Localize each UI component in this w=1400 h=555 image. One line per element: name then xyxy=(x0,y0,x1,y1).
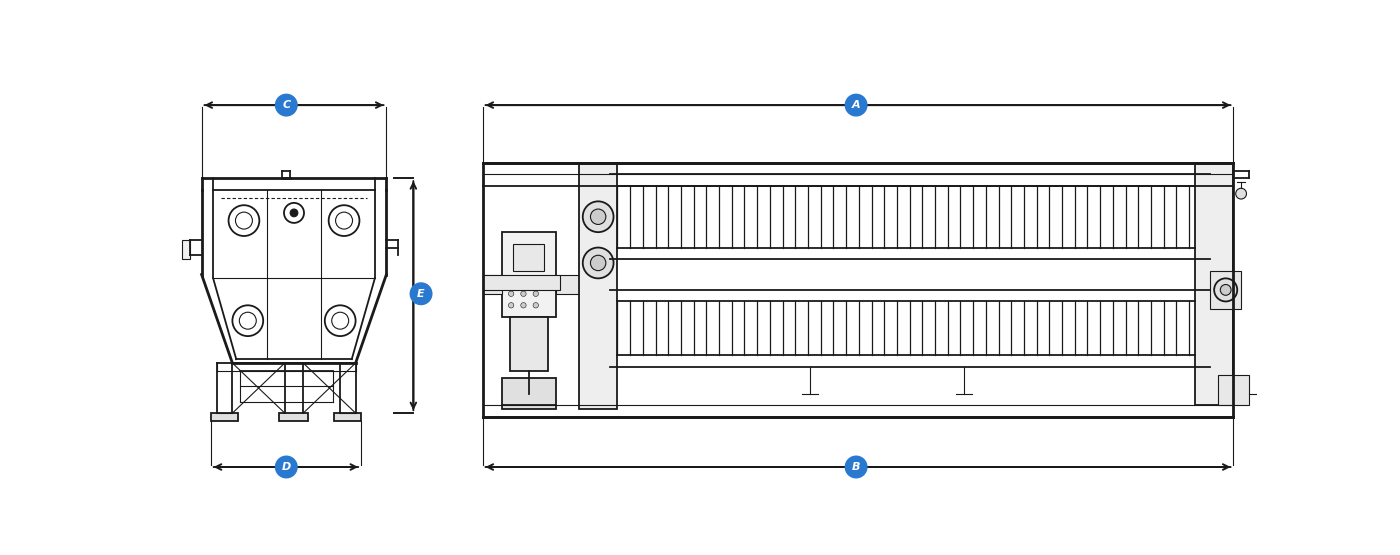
Bar xyxy=(483,275,560,290)
Bar xyxy=(503,379,556,409)
Bar xyxy=(279,413,308,421)
Circle shape xyxy=(582,201,613,232)
Circle shape xyxy=(591,209,606,224)
Circle shape xyxy=(508,291,514,296)
Circle shape xyxy=(276,94,297,116)
Bar xyxy=(510,317,549,371)
Bar xyxy=(483,275,503,294)
Circle shape xyxy=(508,280,514,285)
Bar xyxy=(1196,163,1233,405)
Circle shape xyxy=(290,209,298,217)
Bar xyxy=(1210,271,1240,309)
Circle shape xyxy=(846,94,867,116)
Circle shape xyxy=(582,248,613,279)
Circle shape xyxy=(533,291,539,296)
Circle shape xyxy=(1221,285,1231,295)
Bar xyxy=(580,163,617,409)
Bar xyxy=(182,240,190,259)
Circle shape xyxy=(521,291,526,296)
Circle shape xyxy=(591,255,606,271)
Text: D: D xyxy=(281,462,291,472)
Bar xyxy=(211,413,238,421)
Text: C: C xyxy=(283,100,290,110)
Bar xyxy=(1218,375,1249,405)
Bar xyxy=(556,275,587,294)
Circle shape xyxy=(508,302,514,308)
Text: E: E xyxy=(417,289,424,299)
Circle shape xyxy=(533,280,539,285)
Bar xyxy=(503,232,556,317)
Text: B: B xyxy=(851,462,861,472)
Bar xyxy=(335,413,361,421)
Circle shape xyxy=(533,302,539,308)
Circle shape xyxy=(1214,279,1238,301)
Circle shape xyxy=(1236,188,1246,199)
Bar xyxy=(514,244,545,271)
Circle shape xyxy=(521,280,526,285)
Circle shape xyxy=(521,302,526,308)
Circle shape xyxy=(276,456,297,478)
Circle shape xyxy=(846,456,867,478)
Text: A: A xyxy=(851,100,861,110)
Circle shape xyxy=(410,283,431,305)
